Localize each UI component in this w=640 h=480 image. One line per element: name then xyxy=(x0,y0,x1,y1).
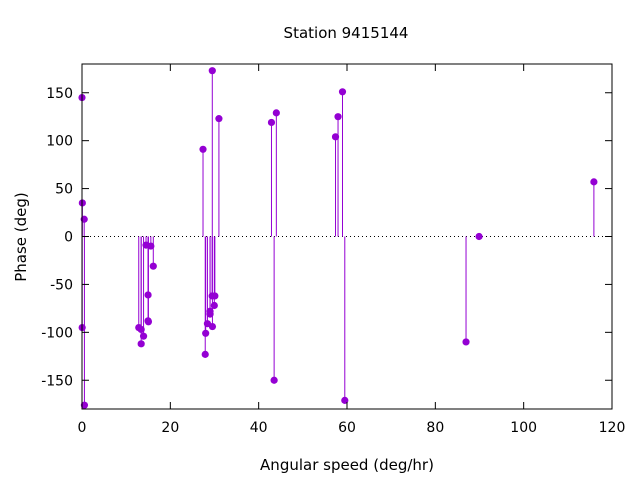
y-tick-label--50: -50 xyxy=(50,277,73,293)
data-point-13 xyxy=(147,242,155,250)
x-axis-ticks: 0 20 40 60 80 100 120 xyxy=(78,64,626,436)
data-point-15 xyxy=(199,145,207,153)
y-tick-label--100: -100 xyxy=(41,325,73,341)
point-layer xyxy=(78,67,598,409)
data-point-26 xyxy=(215,115,223,123)
data-point-34 xyxy=(462,338,470,346)
data-point-16 xyxy=(201,350,209,358)
x-tick-label-40: 40 xyxy=(250,420,268,436)
data-point-6 xyxy=(137,340,145,348)
impulse-layer xyxy=(81,70,595,406)
data-point-28 xyxy=(270,376,278,384)
y-tick-label-50: 50 xyxy=(55,182,73,198)
data-point-22 xyxy=(208,67,216,75)
data-point-14 xyxy=(149,262,157,270)
x-tick-label-100: 100 xyxy=(510,420,537,436)
data-point-30 xyxy=(331,133,340,141)
x-tick-label-60: 60 xyxy=(338,420,356,436)
y-tick-label-100: 100 xyxy=(46,134,73,150)
data-point-27 xyxy=(267,118,276,127)
y-tick-label--150: -150 xyxy=(41,373,73,389)
data-point-23 xyxy=(208,322,217,331)
x-axis-label: Angular speed (deg/hr) xyxy=(260,456,434,474)
x-tick-label-80: 80 xyxy=(426,420,444,436)
x-tick-label-20: 20 xyxy=(161,420,179,436)
chart-title: Station 9415144 xyxy=(284,24,409,42)
y-tick-label-0: 0 xyxy=(64,230,73,246)
y-axis-label: Phase (deg) xyxy=(12,192,30,282)
data-point-25 xyxy=(211,292,219,300)
data-point-35 xyxy=(475,232,483,241)
data-point-4 xyxy=(80,401,89,409)
data-point-31 xyxy=(334,113,342,121)
x-tick-label-0: 0 xyxy=(78,420,87,436)
data-point-24 xyxy=(210,301,218,310)
data-point-12 xyxy=(144,318,153,326)
data-point-20 xyxy=(206,310,214,318)
y-axis-ticks: -150 -100 -50 0 50 100 150 xyxy=(41,86,612,389)
data-point-10 xyxy=(144,291,152,299)
data-point-17 xyxy=(202,329,210,337)
data-point-29 xyxy=(272,109,280,117)
data-point-36 xyxy=(590,178,598,186)
data-point-8 xyxy=(139,332,148,340)
x-tick-label-120: 120 xyxy=(599,420,626,436)
y-tick-label-150: 150 xyxy=(46,86,73,102)
data-point-7 xyxy=(137,325,145,334)
data-point-32 xyxy=(338,88,347,96)
